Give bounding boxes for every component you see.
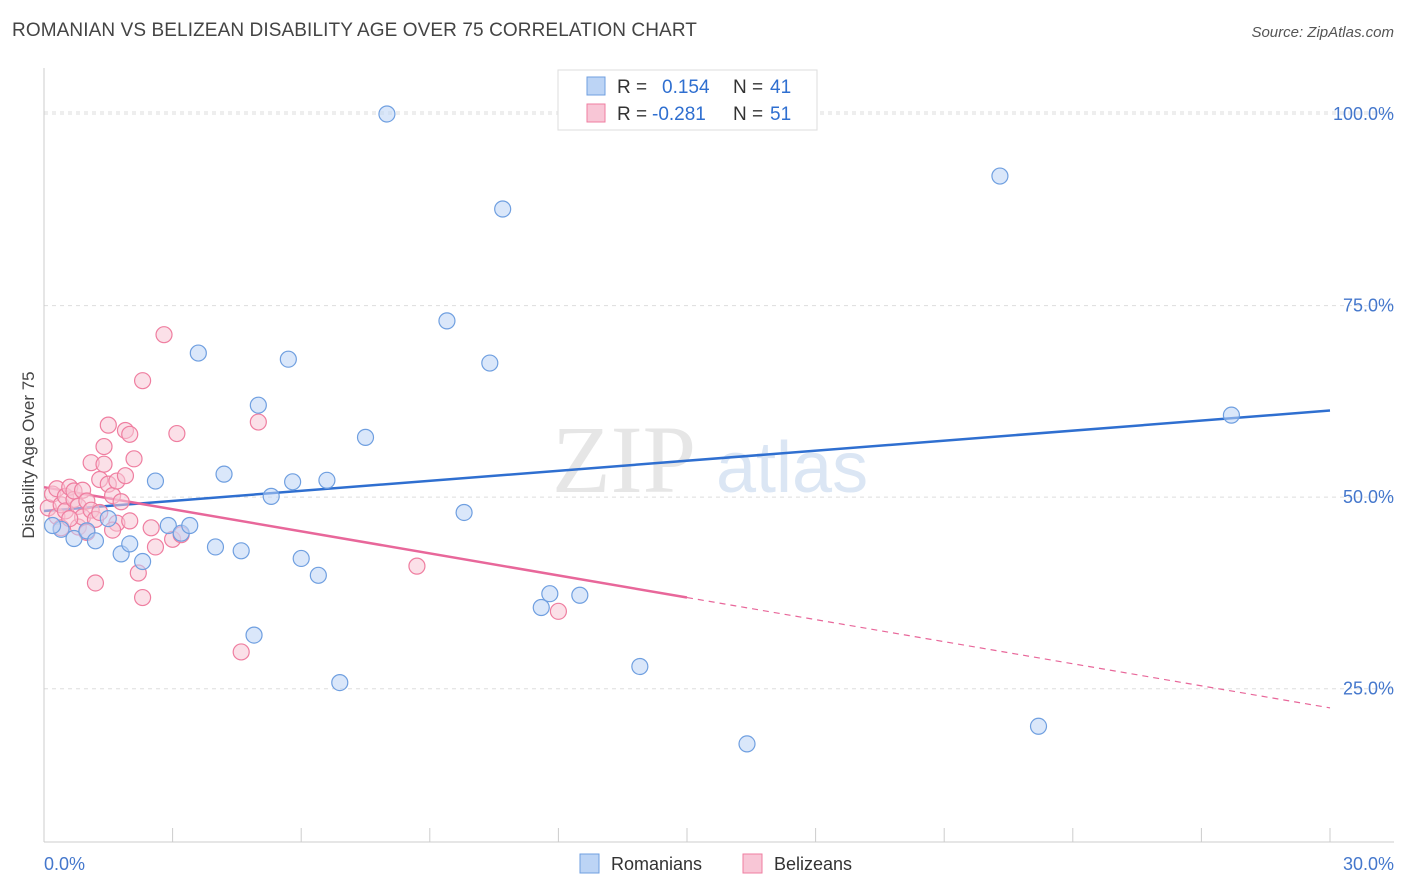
grid-lines: [44, 111, 1394, 690]
axes: [43, 68, 1394, 843]
y-tick-label: 100.0%: [1333, 104, 1394, 124]
watermark-atlas: atlas: [716, 428, 868, 508]
point-romanians: [279, 350, 297, 368]
point-romanians: [309, 566, 327, 584]
point-romanians: [159, 516, 177, 535]
point-belizeans: [408, 557, 426, 575]
point-romanians: [99, 510, 117, 528]
legend-n-label-belizeans: N =: [733, 104, 763, 125]
bottom-legend-label-romanians: Romanians: [611, 854, 702, 874]
point-romanians: [738, 735, 756, 753]
y-axis-label: Disability Age Over 75: [19, 371, 38, 538]
point-romanians: [1222, 406, 1241, 424]
point-belizeans: [95, 455, 113, 473]
point-romanians: [284, 473, 302, 491]
point-romanians: [356, 428, 375, 446]
point-romanians: [991, 167, 1009, 185]
y-tick-label: 25.0%: [1343, 679, 1394, 699]
point-romanians: [133, 552, 152, 571]
legend-r-value-belizeans: -0.281: [652, 104, 706, 125]
point-belizeans: [142, 519, 160, 537]
y-tick-label: 75.0%: [1343, 296, 1394, 316]
trend-line-belizeans: [43, 485, 688, 599]
legend-n-label-romanians: N =: [733, 77, 763, 98]
point-belizeans: [146, 538, 165, 556]
point-romanians: [631, 657, 649, 676]
point-belizeans: [86, 574, 105, 592]
point-romanians: [86, 532, 105, 550]
point-belizeans: [116, 467, 135, 485]
bottom-legend-label-belizeans: Belizeans: [774, 854, 852, 874]
point-romanians: [541, 585, 559, 603]
point-romanians: [378, 105, 396, 123]
point-belizeans: [133, 372, 152, 390]
point-romanians: [121, 535, 139, 553]
point-romanians: [318, 471, 336, 489]
bottom-legend-swatch-belizeans: [742, 853, 763, 874]
point-romanians: [245, 626, 263, 644]
legend-r-label-romanians: R =: [617, 77, 647, 98]
source-label: Source: ZipAtlas.com: [1251, 24, 1394, 41]
data-points: [39, 105, 1241, 753]
trend-line-romanians: [43, 409, 1331, 513]
point-belizeans: [121, 512, 139, 530]
bottom-legend: Romanians Belizeans: [579, 853, 852, 874]
point-romanians: [215, 465, 233, 483]
point-belizeans: [112, 493, 130, 511]
point-romanians: [481, 354, 499, 372]
point-romanians: [1029, 717, 1048, 735]
point-belizeans: [125, 450, 143, 468]
point-belizeans: [133, 588, 152, 607]
point-romanians: [532, 598, 550, 617]
watermark: ZIP atlas: [552, 406, 868, 513]
point-romanians: [206, 538, 225, 556]
point-belizeans: [168, 424, 186, 443]
point-romanians: [65, 529, 83, 548]
point-romanians: [43, 516, 62, 535]
tick-labels: 25.0% 50.0% 75.0% 100.0% 0.0% 30.0%: [44, 104, 1394, 874]
watermark-zip: ZIP: [552, 406, 696, 513]
point-romanians: [455, 503, 473, 522]
trend-line-belizeans-dashed: [686, 596, 1331, 709]
legend-n-value-romanians: 41: [770, 77, 791, 98]
point-belizeans: [155, 326, 173, 344]
bottom-legend-swatch-romanians: [579, 853, 600, 874]
point-romanians: [494, 200, 512, 218]
point-belizeans: [121, 425, 139, 443]
point-romanians: [189, 344, 207, 362]
point-belizeans: [549, 602, 568, 620]
legend-swatch-romanians: [586, 76, 606, 96]
point-romanians: [249, 396, 267, 414]
trend-lines: [43, 409, 1331, 709]
legend: R = 0.154 N = 41 R = -0.281 N = 51: [557, 69, 818, 131]
point-belizeans: [232, 643, 250, 661]
y-tick-label: 50.0%: [1343, 487, 1394, 507]
legend-swatch-belizeans: [586, 103, 606, 123]
point-romanians: [292, 549, 310, 568]
legend-n-value-belizeans: 51: [770, 104, 791, 125]
point-romanians: [181, 516, 199, 535]
legend-r-value-romanians: 0.154: [662, 77, 710, 98]
point-romanians: [232, 542, 250, 560]
point-belizeans: [95, 437, 113, 456]
x-tick-label-max: 30.0%: [1343, 854, 1394, 874]
point-romanians: [438, 312, 456, 330]
legend-r-label-belizeans: R =: [617, 104, 647, 125]
point-romanians: [262, 487, 280, 505]
point-belizeans: [249, 413, 267, 431]
point-romanians: [571, 586, 589, 604]
chart-title: ROMANIAN VS BELIZEAN DISABILITY AGE OVER…: [12, 20, 697, 41]
x-tick-label-min: 0.0%: [44, 854, 85, 874]
point-romanians: [146, 472, 165, 490]
point-belizeans: [99, 416, 117, 434]
point-romanians: [331, 674, 349, 692]
